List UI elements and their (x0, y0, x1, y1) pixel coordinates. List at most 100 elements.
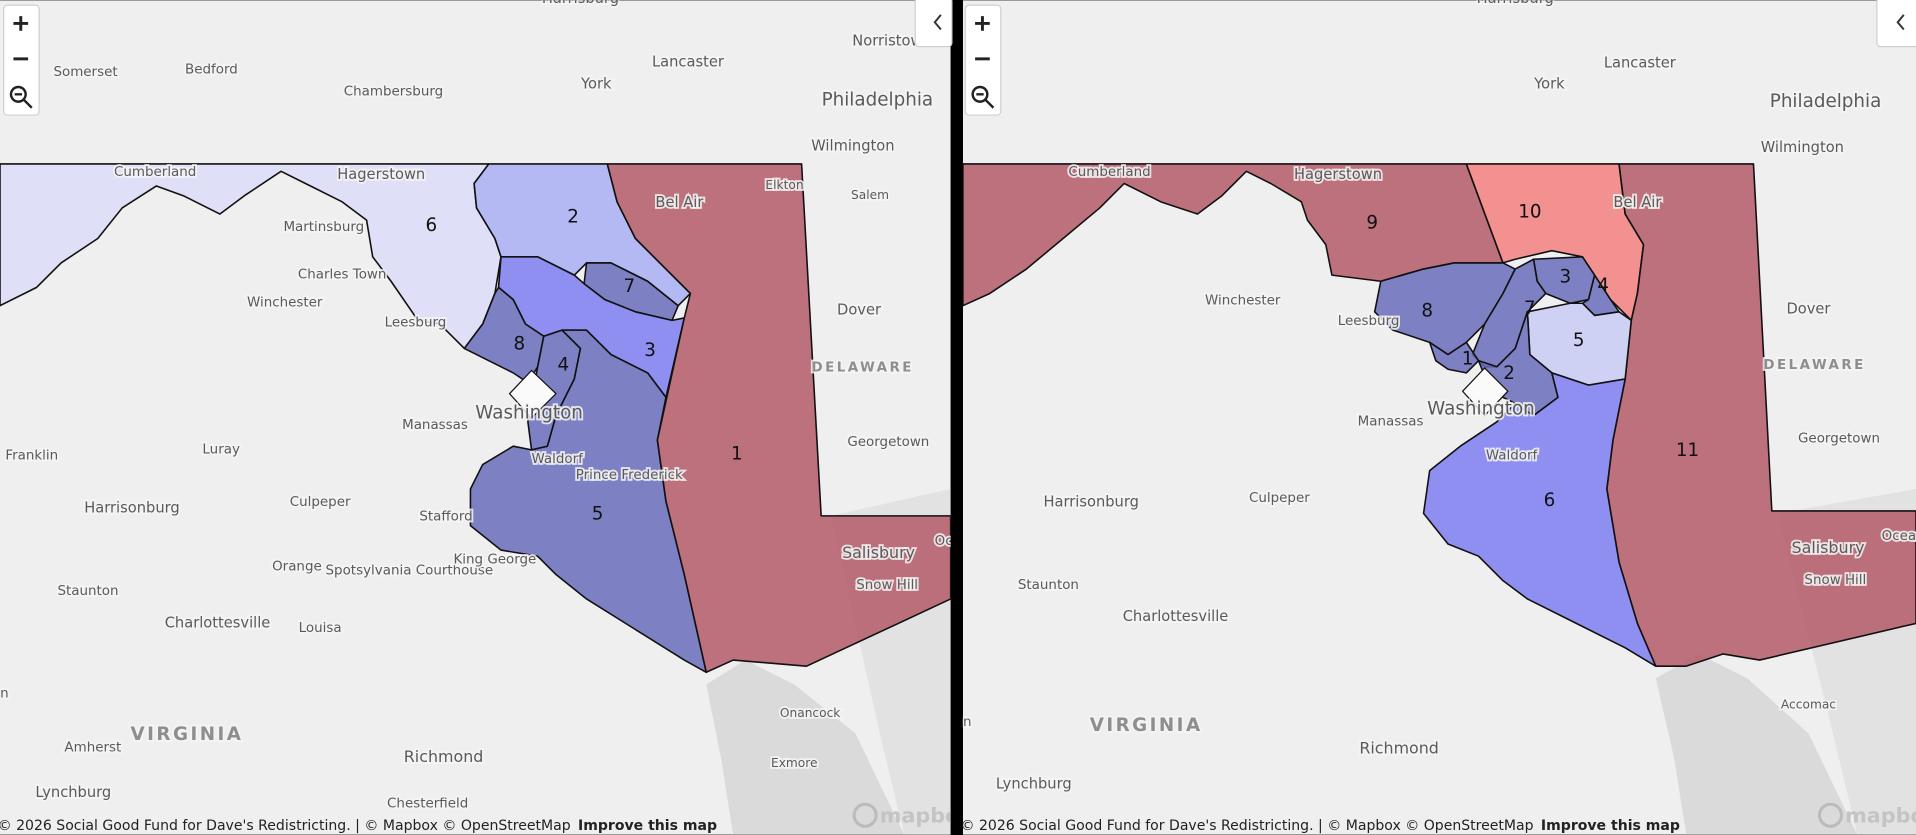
district (1428, 341, 1480, 374)
state-label: VIRGINIA (1090, 715, 1203, 736)
district-label: 1 (1462, 348, 1474, 369)
state-label: DELAWARE (1763, 358, 1865, 373)
place-label: Culpeper (290, 495, 351, 510)
place-label: Bel Air (655, 194, 704, 211)
place-label: Martinsburg (283, 220, 364, 235)
place-label: Arlington (0, 687, 9, 702)
place-label: Harrisburg (1477, 0, 1554, 7)
place-label: Harrisonburg (84, 499, 179, 516)
place-label: Richmond (404, 747, 484, 766)
place-label: Harrisonburg (1043, 493, 1138, 510)
mapbox-logo-icon (1817, 802, 1843, 828)
zoom-reset-button[interactable] (971, 85, 995, 109)
dc-boundary (1461, 367, 1509, 417)
place-label: Richmond (1359, 739, 1439, 758)
place-label: Winchester (247, 296, 323, 311)
place-label: Amherst (64, 741, 121, 756)
place-label: Philadelphia (822, 90, 934, 111)
place-label: Charlottesville (165, 614, 271, 631)
zoom-controls (3, 0, 1916, 116)
place-label: Hagerstown (337, 166, 425, 183)
water (1655, 653, 1858, 835)
place-label: Lancaster (1604, 55, 1677, 72)
attribution: © 2026 Social Good Fund for Dave's Redis… (960, 818, 1680, 834)
place-label: York (1533, 75, 1565, 92)
place-label: Spotsylvania Courthouse (326, 563, 494, 578)
place-label: Franklin (5, 448, 58, 463)
place-label: Harrisburg (542, 0, 619, 7)
collapse-button[interactable] (914, 0, 953, 48)
place-label: Washington (475, 402, 583, 423)
place-label: Wilmington (1761, 139, 1844, 156)
place-label: Snow Hill (1804, 573, 1866, 588)
place-label: Charles Town (298, 268, 387, 283)
place-label: Manassas (1358, 414, 1424, 429)
improve-link[interactable]: Improve this map (578, 818, 717, 834)
district-label: 2 (567, 207, 579, 228)
place-label: Wilmington (811, 138, 894, 155)
district-label: 8 (1421, 301, 1433, 322)
place-label: Somerset (53, 65, 117, 80)
place-label: Orange (272, 560, 322, 575)
place-label: King George (453, 552, 536, 567)
district-label: 11 (1676, 440, 1699, 461)
place-label: Salisbury (1792, 538, 1865, 557)
place-label: Bel Air (1613, 194, 1662, 211)
mapbox-logo: mapbox (880, 804, 974, 828)
place-label: Staunton (1018, 578, 1079, 593)
dc-boundary (508, 369, 557, 419)
place-label: Lynchburg (996, 776, 1072, 793)
place-label: Dover (1786, 300, 1831, 317)
place-label: Winchester (1205, 293, 1281, 308)
state-label: VIRGINIA (131, 724, 244, 745)
map-panel: Harrisburg Lancaster York Philadelphia Wilmi… (960, 0, 1916, 835)
district-label: 5 (1573, 330, 1585, 351)
district (1422, 372, 1657, 667)
place-label: Georgetown (1798, 431, 1880, 446)
place-label: Georgetown (847, 435, 929, 450)
place-label: Waldorf (532, 452, 584, 467)
district-label: 2 (1503, 363, 1515, 384)
place-label: Charlottesville (1123, 608, 1229, 625)
place-label: Leesburg (1338, 314, 1400, 329)
water (706, 660, 905, 835)
place-label: York (580, 75, 612, 92)
district-label: 3 (1559, 266, 1571, 287)
district-label: 10 (1518, 202, 1541, 223)
zoom-in-button[interactable] (13, 16, 29, 31)
place-label: Elkton (765, 178, 803, 192)
mapbox-logo-icon (852, 802, 878, 828)
place-label: Accomac (1781, 697, 1836, 711)
place-label: Bedford (185, 62, 238, 77)
attribution: © 2026 Social Good Fund for Dave's Redis… (0, 818, 717, 834)
place-label: Snow Hill (856, 578, 918, 593)
district (606, 163, 951, 674)
place-label: Staunton (57, 584, 118, 599)
district-label: 7 (1524, 298, 1536, 319)
district-label: 6 (426, 215, 438, 236)
place-label: Leesburg (385, 315, 447, 330)
place-label: Waldorf (1486, 448, 1538, 463)
district-label: 5 (592, 504, 604, 525)
collapse-button[interactable] (1876, 0, 1916, 48)
place-label: Cumberland (1068, 165, 1150, 180)
place-label: Exmore (771, 756, 818, 770)
place-label: Norristown (852, 33, 931, 50)
map-panel: Harrisburg Somerset Bedford Chambersburg Yor… (0, 0, 974, 835)
improve-link[interactable]: Improve this map (1541, 818, 1680, 834)
zoom-in-button[interactable] (975, 16, 990, 31)
district-label: 9 (1366, 213, 1378, 234)
zoom-reset-button[interactable] (9, 85, 33, 109)
district-label: 4 (1597, 275, 1609, 296)
district-label: 8 (513, 334, 525, 355)
place-label: Lynchburg (35, 784, 111, 801)
state-label: DELAWARE (811, 360, 913, 375)
district-label: 3 (644, 340, 656, 361)
place-label: Onancock (780, 706, 841, 720)
place-label: Philadelphia (1770, 91, 1882, 112)
district-label: 4 (557, 354, 569, 375)
district-label: 6 (1544, 490, 1556, 511)
attribution-text: © 2026 Social Good Fund for Dave's Redis… (960, 818, 1533, 834)
